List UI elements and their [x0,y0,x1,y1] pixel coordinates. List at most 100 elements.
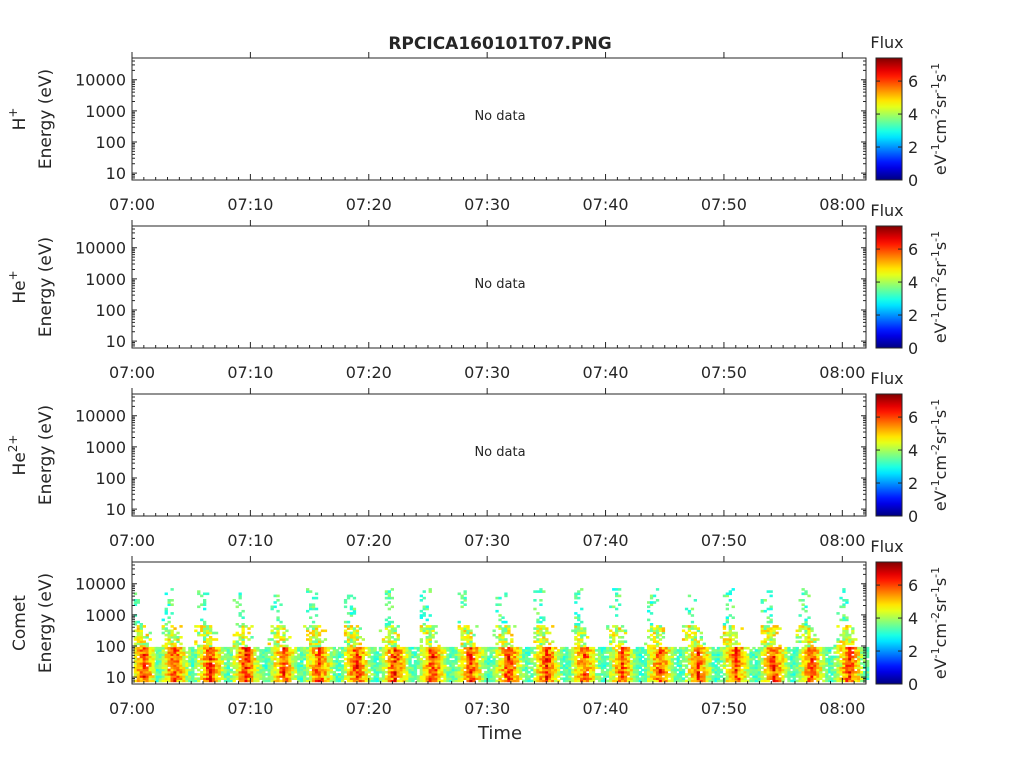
heatmap-cell [179,649,183,652]
heatmap-cell [332,649,336,652]
heatmap-cell [766,664,770,667]
heatmap-cell [179,677,183,680]
heatmap-cell [757,657,761,661]
heatmap-cell [399,664,403,667]
heatmap-cell [519,673,523,676]
heatmap-cell [164,609,168,613]
heatmap-cell [583,633,587,637]
heatmap-cell [749,677,753,680]
heatmap-cell [475,646,479,650]
heatmap-cell [320,668,325,672]
heatmap-cell [232,660,236,663]
heatmap-cell [270,660,274,663]
heatmap-cell [577,670,581,674]
heatmap-cell [746,657,750,661]
heatmap-cell [752,668,756,672]
heatmap-cell [311,646,316,650]
heatmap-cell [428,646,432,650]
heatmap-cell [161,675,165,678]
heatmap-cell [288,649,292,652]
heatmap-cell [291,651,295,654]
heatmap-cell [262,651,266,654]
heatmap-cell [702,646,706,650]
heatmap-cell [323,638,328,641]
heatmap-cell [176,673,180,676]
heatmap-cell [798,668,802,672]
heatmap-cell [702,653,706,656]
heatmap-cell [309,631,313,635]
heatmap-cell [612,605,616,609]
heatmap-cell [200,664,204,667]
heatmap-cell [475,670,479,674]
heatmap-cell [469,668,473,672]
heatmap-cell [644,642,648,646]
heatmap-cell [214,651,219,654]
heatmap-cell [661,664,666,667]
heatmap-cell [306,651,310,654]
heatmap-cell [743,670,747,674]
heatmap-cell [244,636,248,639]
heatmap-cell [343,668,348,672]
heatmap-cell [155,679,159,683]
heatmap-cell [772,662,776,665]
heatmap-cell [155,675,159,678]
heatmap-cell [574,638,578,641]
heatmap-cell [589,675,593,678]
heatmap-cell [170,666,174,670]
heatmap-cell [170,675,174,678]
heatmap-cell [667,655,671,659]
heatmap-cell [489,675,493,678]
heatmap-cell [545,653,549,656]
heatmap-cell [560,666,564,670]
heatmap-cell [795,675,799,678]
heatmap-cell [763,679,767,683]
heatmap-cell [618,657,622,661]
heatmap-cell [734,636,738,639]
heatmap-cell [769,675,773,678]
heatmap-cell [687,649,692,652]
heatmap-cell [390,620,394,624]
heatmap-cell [422,646,426,650]
heatmap-cell [311,633,316,637]
heatmap-cell [766,644,770,648]
heatmap-cell [314,673,319,676]
heatmap-cell [170,653,174,656]
heatmap-cell [542,642,546,646]
heatmap-cell [170,655,174,659]
heatmap-cell [574,631,578,635]
heatmap-cell [179,679,183,683]
heatmap-cell [504,638,508,641]
heatmap-cell [182,668,186,672]
heatmap-cell [276,631,280,635]
heatmap-cell [203,655,207,659]
heatmap-cell [188,677,192,680]
heatmap-cell [463,655,467,659]
heatmap-cell [545,649,549,652]
heatmap-cell [303,655,307,659]
heatmap-cell [632,664,637,667]
heatmap-cell [734,646,738,650]
heatmap-cell [282,631,286,635]
heatmap-cell [716,666,721,670]
heatmap-cell [200,603,204,606]
heatmap-cell [314,636,319,639]
heatmap-cell [504,664,508,667]
heatmap-cell [670,675,674,678]
heatmap-cell [574,629,578,633]
heatmap-cell [139,623,143,626]
heatmap-cell [355,664,360,667]
heatmap-cell [693,636,697,639]
heatmap-cell [752,655,756,659]
heatmap-cell [309,679,313,683]
y-tick-label: 1000 [85,270,126,289]
heatmap-cell [525,668,529,672]
heatmap-cell [288,679,292,683]
heatmap-cell [790,662,794,665]
heatmap-cell [387,646,391,650]
heatmap-cell [139,657,143,661]
heatmap-cell [481,646,485,650]
heatmap-cell [238,673,242,676]
heatmap-cell [306,679,310,683]
heatmap-cell [722,666,727,670]
heatmap-cell [241,670,245,674]
